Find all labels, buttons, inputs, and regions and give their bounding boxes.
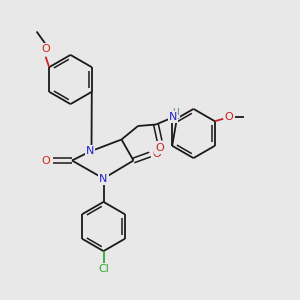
Text: Cl: Cl	[98, 264, 109, 274]
Text: H: H	[172, 108, 178, 117]
Text: O: O	[41, 44, 50, 54]
Text: N: N	[169, 112, 177, 122]
Text: O: O	[41, 155, 50, 166]
Text: N: N	[86, 146, 94, 157]
Text: O: O	[152, 149, 161, 160]
Text: O: O	[225, 112, 234, 122]
Text: N: N	[99, 173, 108, 184]
Text: O: O	[155, 142, 164, 153]
